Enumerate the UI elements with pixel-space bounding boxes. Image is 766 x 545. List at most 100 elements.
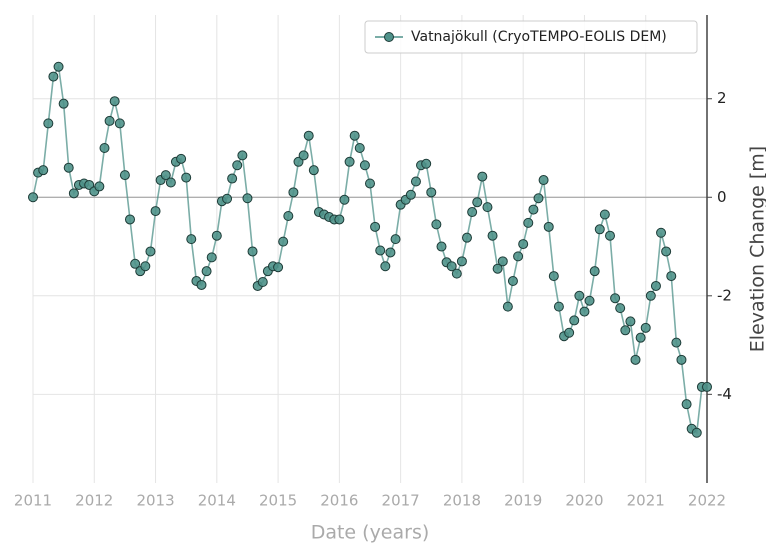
data-point: [227, 173, 238, 184]
data-point: [661, 246, 672, 257]
data-point: [247, 246, 258, 257]
data-point: [53, 61, 64, 72]
data-point: [615, 303, 626, 314]
x-axis-label: Date (years): [311, 522, 430, 544]
data-point: [104, 115, 115, 126]
data-point: [625, 316, 636, 327]
y-tick-label: 0: [717, 188, 727, 206]
x-tick-label: 2015: [259, 492, 297, 510]
x-tick-label: 2016: [320, 492, 358, 510]
x-tick-label: 2018: [443, 492, 481, 510]
data-point: [273, 262, 284, 273]
data-point: [446, 261, 457, 272]
data-point: [385, 247, 396, 258]
data-point: [58, 98, 69, 109]
data-point: [405, 189, 416, 200]
data-point: [518, 239, 529, 250]
data-point: [676, 354, 687, 365]
data-point: [375, 245, 386, 256]
data-point: [114, 118, 125, 129]
data-point: [610, 293, 621, 304]
data-point: [354, 143, 365, 154]
data-point: [201, 266, 212, 277]
data-point: [303, 130, 314, 141]
data-point: [359, 160, 370, 171]
data-point: [431, 219, 442, 230]
data-point: [380, 261, 391, 272]
data-point: [502, 301, 513, 312]
data-point: [594, 224, 605, 235]
data-point: [635, 332, 646, 343]
data-point: [94, 181, 105, 192]
data-point: [451, 268, 462, 279]
data-point: [176, 153, 187, 164]
data-point: [538, 175, 549, 186]
y-axis-label: Elevation Change [m]: [747, 146, 766, 352]
data-point: [472, 197, 483, 208]
data-point: [130, 258, 141, 269]
data-point: [589, 266, 600, 277]
data-point: [293, 156, 304, 167]
data-point: [124, 214, 135, 225]
data-point: [605, 230, 616, 241]
data-point: [390, 234, 401, 245]
data-point: [211, 230, 222, 241]
data-point: [370, 221, 381, 232]
data-point: [666, 271, 677, 282]
data-point: [477, 171, 488, 182]
y-tick-label: -4: [717, 385, 732, 403]
data-point: [543, 221, 554, 232]
x-tick-label: 2014: [198, 492, 236, 510]
x-tick-label: 2013: [136, 492, 174, 510]
data-point: [553, 301, 564, 312]
data-point: [349, 130, 360, 141]
x-tick-label: 2017: [382, 492, 420, 510]
data-point: [482, 202, 493, 213]
legend: Vatnajökull (CryoTEMPO-EOLIS DEM): [364, 20, 698, 54]
data-point: [99, 143, 110, 154]
data-point: [206, 252, 217, 263]
data-point: [640, 322, 651, 333]
series-line: [32, 64, 707, 435]
data-point: [426, 187, 437, 198]
data-point: [497, 256, 508, 267]
x-tick-label: 2022: [688, 492, 726, 510]
data-point: [48, 71, 59, 82]
data-point: [584, 295, 595, 306]
data-point: [548, 271, 559, 282]
data-point: [691, 427, 702, 438]
data-point: [645, 290, 656, 301]
data-point: [467, 207, 478, 218]
data-point: [38, 165, 49, 176]
data-point: [461, 232, 472, 243]
data-point: [334, 214, 345, 225]
data-point: [365, 178, 375, 189]
data-point: [630, 354, 641, 365]
data-point: [68, 188, 79, 199]
data-point: [160, 170, 171, 181]
legend-label: Vatnajökull (CryoTEMPO-EOLIS DEM): [411, 29, 667, 45]
legend-box: [364, 20, 698, 54]
data-point: [288, 187, 299, 198]
data-point: [339, 194, 350, 205]
data-point: [119, 170, 130, 181]
data-point: [681, 399, 692, 410]
data-point: [237, 150, 248, 161]
data-point: [574, 290, 585, 301]
data-point: [257, 277, 268, 288]
data-point: [165, 177, 176, 188]
x-tick-label: 2021: [627, 492, 665, 510]
data-point: [620, 325, 631, 336]
y-tick-label: 2: [717, 89, 727, 107]
x-tick-label: 2020: [565, 492, 603, 510]
data-point: [492, 263, 503, 274]
data-point: [599, 209, 610, 220]
data-point: [513, 251, 524, 262]
data-point: [564, 327, 575, 338]
data-point: [650, 280, 661, 291]
data-point: [63, 162, 74, 173]
data-point: [298, 150, 309, 161]
data-point: [436, 241, 447, 252]
data-point: [421, 158, 432, 169]
data-point: [569, 315, 580, 326]
